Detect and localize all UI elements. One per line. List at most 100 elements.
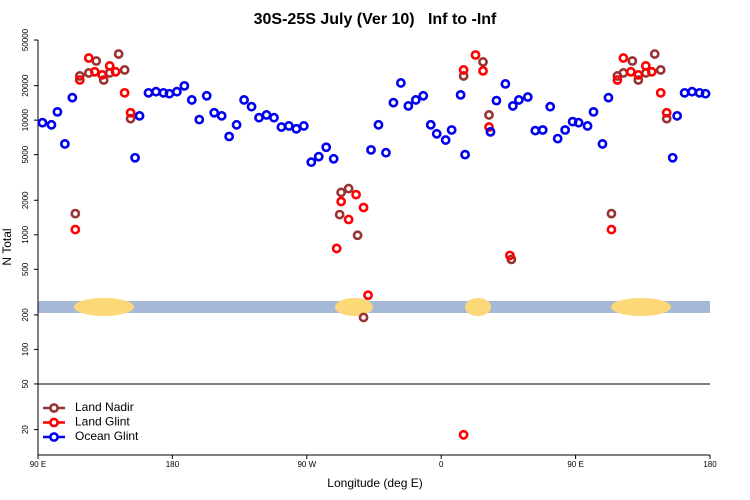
y-tick-label: 500 [21,262,30,276]
point [552,133,563,144]
point [513,95,524,105]
point [625,66,636,77]
point [74,71,85,81]
point [618,53,629,63]
point [67,92,78,103]
point [646,66,657,77]
chart-title: 30S-25S July (Ver 10) Inf to -Inf [254,11,497,28]
point [478,57,488,67]
y-tick-label: 100 [21,342,30,356]
point [410,95,421,105]
legend-label: Ocean Glint [75,429,139,443]
y-tick-label: 2000 [21,191,30,209]
point [470,50,481,60]
land-strip [611,298,671,316]
legend-item: Land Nadir [43,400,134,414]
point [500,79,511,89]
y-tick-label: 10000 [21,108,30,131]
y-axis-label: N Total [0,228,14,265]
point [97,70,108,80]
legend-label: Land Nadir [75,400,134,414]
point [545,101,556,112]
point [209,107,220,118]
point [119,87,130,98]
point [70,208,81,219]
point [458,65,469,75]
point [588,106,599,117]
y-tick-label: 200 [21,308,30,322]
x-tick-label: 180 [166,460,180,469]
point [98,75,109,85]
point [425,119,436,130]
legend-label: Land Glint [75,415,130,429]
land-strip [465,298,491,316]
point [358,312,369,323]
x-tick-label: 90 E [567,460,583,469]
point [381,147,391,158]
point [573,117,584,128]
point [478,65,488,76]
point [633,70,644,80]
point [313,151,324,162]
y-tick-label: 5000 [21,145,30,163]
point [201,90,212,101]
point [246,101,257,112]
point [37,117,48,128]
point [606,208,617,219]
point [179,80,190,91]
point [113,49,124,59]
point [455,90,466,100]
point [321,142,332,153]
point [661,107,672,118]
point [640,61,651,71]
point [388,97,399,108]
point [352,230,363,241]
point [171,86,182,97]
point [231,119,242,130]
point [104,61,115,71]
point [606,224,617,235]
point [239,95,249,105]
point [431,128,442,139]
point [672,110,683,121]
point [667,152,678,163]
point [458,429,469,440]
series [37,78,711,168]
point [440,135,451,145]
point [603,92,614,103]
point [59,139,70,149]
point [134,110,145,121]
point [522,92,533,102]
point [194,114,205,125]
point [560,125,571,135]
point [110,66,121,77]
point [328,153,339,164]
legend-item: Ocean Glint [43,429,139,443]
point [418,90,429,101]
point [83,53,94,63]
point [351,189,361,200]
point [655,87,666,98]
point [224,131,235,142]
point [460,149,470,160]
point [366,145,376,155]
land-strip [74,298,134,316]
x-tick-label: 90 E [30,460,46,469]
y-tick-label: 50000 [21,28,30,51]
x-axis-label: Longitude (deg E) [327,476,422,490]
point [507,101,518,111]
x-tick-label: 90 W [297,460,316,469]
point [363,290,373,301]
point [504,250,515,261]
point [655,65,666,75]
point [649,49,660,59]
point [597,139,608,149]
legend-item: Land Glint [43,415,130,429]
point [446,125,457,135]
point [343,214,354,225]
point [306,157,317,168]
point [395,78,406,88]
point [186,95,197,105]
